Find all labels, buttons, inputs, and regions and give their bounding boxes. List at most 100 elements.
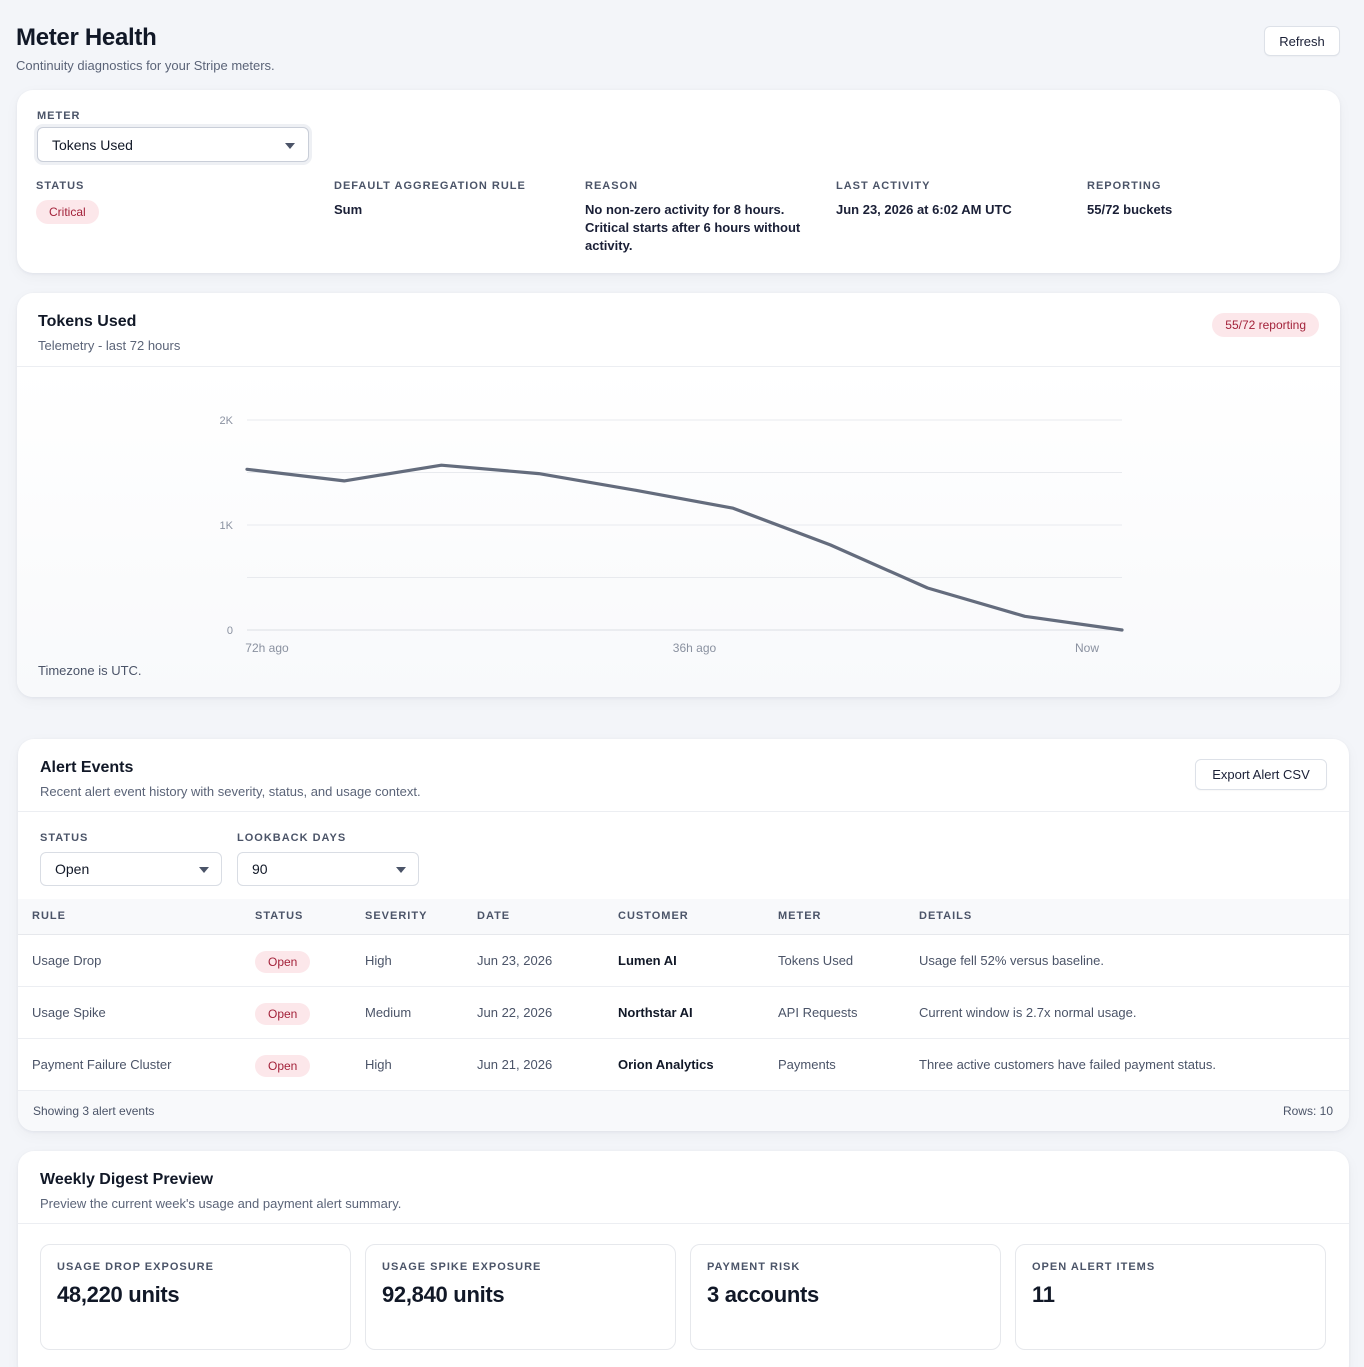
line-chart: 0 1K 2K 72h ago 36h ago Now (220, 415, 1124, 655)
reason-label: REASON (585, 180, 639, 192)
telemetry-chart-card: Tokens Used Telemetry - last 72 hours 55… (17, 293, 1340, 697)
reporting-field: REPORTING 55/72 buckets (1087, 180, 1172, 219)
rule-cell: Usage Drop (18, 934, 255, 987)
date-cell: Jun 23, 2026 (477, 934, 618, 987)
column-header[interactable]: CUSTOMER (618, 899, 778, 935)
date-cell: Jun 22, 2026 (477, 986, 618, 1039)
metric-label: PAYMENT RISK (707, 1261, 801, 1273)
meter-cell: API Requests (778, 986, 919, 1039)
column-header[interactable]: DETAILS (919, 899, 1349, 935)
rows-count-text: Showing 3 alert events (33, 1104, 155, 1118)
aggregation-value: Sum (334, 202, 363, 217)
metric-label: USAGE DROP EXPOSURE (57, 1261, 214, 1273)
metric-label: USAGE SPIKE EXPOSURE (382, 1261, 542, 1273)
divider (18, 811, 1349, 812)
metric-card-usage-spike: USAGE SPIKE EXPOSURE 92,840 units (365, 1244, 676, 1350)
lookback-filter: LOOKBACK DAYS 90 (237, 832, 419, 886)
chart-area: 0 1K 2K 72h ago 36h ago Now (17, 367, 1340, 697)
status-badge: Open (255, 951, 311, 973)
status-cell: Open (255, 934, 365, 987)
table-row[interactable]: Payment Failure Cluster Open High Jun 21… (18, 1038, 1349, 1091)
lookback-select[interactable]: 90 (237, 852, 419, 886)
status-cell: Open (255, 1038, 365, 1091)
reason-value: No non-zero activity for 8 hours. Critic… (585, 202, 801, 253)
chart-subtitle: Telemetry - last 72 hours (38, 338, 181, 353)
table-row[interactable]: Usage Spike Open Medium Jun 22, 2026 Nor… (18, 986, 1349, 1039)
meter-label: METER (37, 110, 81, 122)
status-filter-label: STATUS (40, 832, 89, 844)
customer-cell: Lumen AI (618, 934, 778, 987)
metric-card-open-alerts: OPEN ALERT ITEMS 11 (1015, 1244, 1326, 1350)
details-cell: Current window is 2.7x normal usage. (919, 986, 1349, 1039)
aggregation-label: DEFAULT AGGREGATION RULE (334, 180, 526, 192)
reporting-label: REPORTING (1087, 180, 1162, 192)
status-badge: Open (255, 1055, 311, 1077)
metric-value: 11 (1032, 1282, 1055, 1307)
rule-cell: Payment Failure Cluster (18, 1038, 255, 1091)
digest-title: Weekly Digest Preview (40, 1171, 214, 1188)
page-header: Meter Health Continuity diagnostics for … (16, 24, 1340, 76)
export-alert-csv-button[interactable]: Export Alert CSV (1195, 759, 1327, 790)
table-header-row: RULE STATUS SEVERITY DATE CUSTOMER METER… (18, 899, 1349, 935)
rule-cell: Usage Spike (18, 986, 255, 1039)
customer-cell: Orion Analytics (618, 1038, 778, 1091)
meter-select-value: Tokens Used (52, 137, 133, 153)
x-tick-label: 72h ago (245, 641, 289, 655)
alerts-title: Alert Events (40, 759, 134, 776)
weekly-digest-card: Weekly Digest Preview Preview the curren… (18, 1151, 1349, 1367)
divider (18, 1223, 1349, 1224)
y-tick-label: 1K (220, 520, 234, 532)
date-cell: Jun 21, 2026 (477, 1038, 618, 1091)
series-line (245, 463, 1124, 632)
column-header[interactable]: STATUS (255, 899, 365, 935)
page-subtitle: Continuity diagnostics for your Stripe m… (16, 58, 275, 73)
status-filter-value: Open (55, 861, 90, 877)
severity-cell: High (365, 1038, 477, 1091)
page-title: Meter Health (16, 24, 157, 51)
column-header[interactable]: METER (778, 899, 919, 935)
column-header[interactable]: SEVERITY (365, 899, 477, 935)
metric-value: 3 accounts (707, 1282, 819, 1307)
metric-label: OPEN ALERT ITEMS (1032, 1261, 1156, 1273)
last-activity-field: LAST ACTIVITY Jun 23, 2026 at 6:02 AM UT… (836, 180, 1012, 219)
alert-events-card: Alert Events Recent alert event history … (18, 739, 1349, 1131)
alerts-header: Alert Events Recent alert event history … (40, 759, 421, 799)
last-activity-label: LAST ACTIVITY (836, 180, 931, 192)
chevron-down-icon (396, 867, 406, 873)
status-filter-select[interactable]: Open (40, 852, 222, 886)
meter-cell: Payments (778, 1038, 919, 1091)
chevron-down-icon (285, 143, 295, 149)
metric-card-usage-drop: USAGE DROP EXPOSURE 48,220 units (40, 1244, 351, 1350)
column-header[interactable]: DATE (477, 899, 618, 935)
chevron-down-icon (199, 867, 209, 873)
meter-cell: Tokens Used (778, 934, 919, 987)
rows-per-page[interactable]: Rows: 10 (1282, 1104, 1333, 1118)
digest-header: Weekly Digest Preview Preview the curren… (40, 1171, 401, 1211)
reason-field: REASON No non-zero activity for 8 hours.… (585, 180, 810, 255)
details-cell: Three active customers have failed payme… (919, 1038, 1349, 1091)
meter-select[interactable]: Tokens Used (37, 127, 309, 162)
status-badge: Open (255, 1003, 311, 1025)
table-row[interactable]: Usage Drop Open High Jun 23, 2026 Lumen … (18, 934, 1349, 987)
status-filter: STATUS Open (40, 832, 222, 886)
reporting-badge: 55/72 reporting (1212, 313, 1319, 337)
timezone-note: Timezone is UTC. (38, 663, 142, 678)
chart-header: Tokens Used Telemetry - last 72 hours (38, 313, 180, 353)
column-header[interactable]: RULE (18, 899, 255, 935)
status-badge: Critical (36, 200, 99, 224)
status-cell: Open (255, 986, 365, 1039)
refresh-button[interactable]: Refresh (1264, 26, 1340, 56)
customer-cell: Northstar AI (618, 986, 778, 1039)
divider (17, 366, 1340, 367)
reporting-value: 55/72 buckets (1087, 202, 1173, 217)
aggregation-field: DEFAULT AGGREGATION RULE Sum (334, 180, 526, 219)
chart-title: Tokens Used (38, 313, 137, 330)
status-label: STATUS (36, 180, 85, 192)
metric-value: 92,840 units (382, 1282, 505, 1307)
severity-cell: High (365, 934, 477, 987)
table-footer: Showing 3 alert events Rows: 10 (18, 1091, 1349, 1131)
lookback-value: 90 (252, 861, 268, 877)
x-tick-label: 36h ago (673, 641, 717, 655)
lookback-label: LOOKBACK DAYS (237, 832, 347, 844)
metric-value: 48,220 units (57, 1282, 180, 1307)
